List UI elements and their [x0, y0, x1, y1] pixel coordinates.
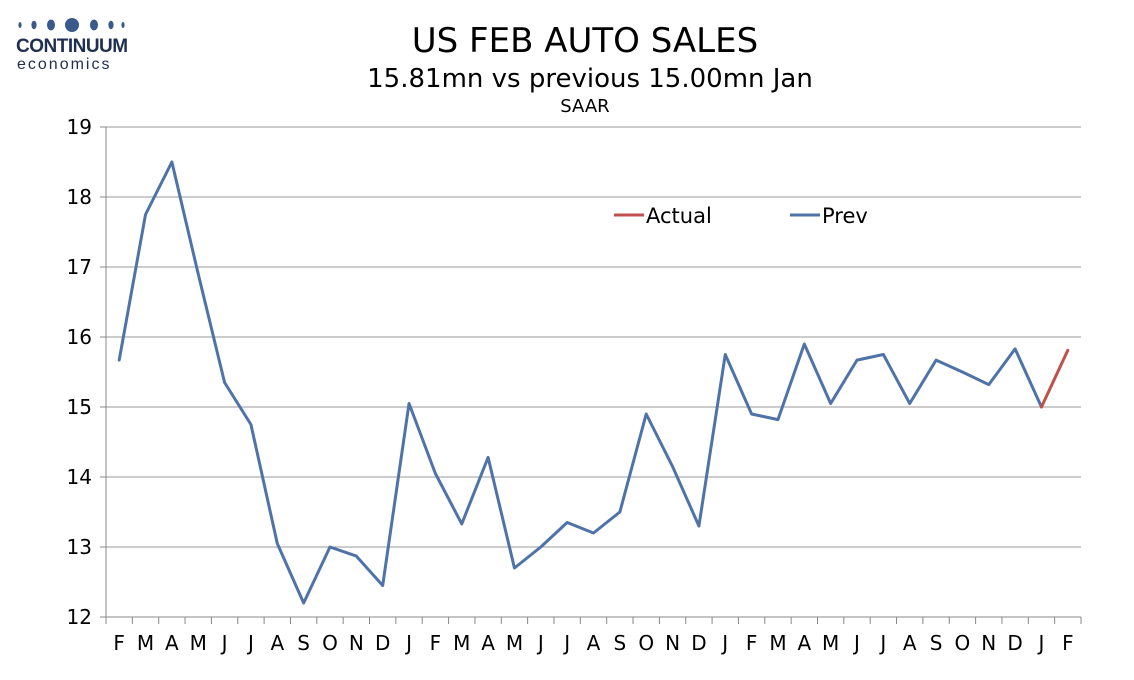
y-tick-label: 12: [67, 605, 92, 629]
x-tick-label: O: [955, 631, 971, 655]
x-tick-label: N: [665, 631, 680, 655]
legend: Actual Prev: [614, 204, 868, 228]
x-tick-label: S: [613, 631, 626, 655]
x-tick-label: A: [797, 631, 811, 655]
x-tick-label: M: [769, 631, 786, 655]
x-tick-label: M: [506, 631, 523, 655]
series-lines: [117, 160, 1070, 605]
x-tick-label: A: [165, 631, 179, 655]
y-tick-label: 16: [67, 325, 92, 349]
y-tick-label: 17: [67, 255, 92, 279]
logo-dots-icon: [18, 18, 125, 32]
x-tick-label: J: [878, 631, 886, 655]
continuum-economics-logo: CONTINUUM economics: [14, 14, 134, 76]
x-tick-label: M: [453, 631, 470, 655]
x-tick-label: F: [430, 631, 442, 655]
logo-subtitle: economics: [17, 56, 112, 73]
x-tick-label: J: [562, 631, 570, 655]
x-tick-label: J: [1037, 631, 1045, 655]
x-tick-label: F: [113, 631, 125, 655]
legend-label-prev: Prev: [822, 204, 868, 228]
y-tick-label: 15: [67, 395, 92, 419]
x-tick-label: A: [587, 631, 601, 655]
x-tick-label: F: [1062, 631, 1074, 655]
x-tick-label: F: [746, 631, 758, 655]
y-tick-label: 13: [67, 535, 92, 559]
y-tick-label: 19: [67, 115, 92, 139]
x-tick-label: N: [981, 631, 996, 655]
x-tick-label: J: [720, 631, 728, 655]
x-tick-label: D: [375, 631, 390, 655]
y-axis-ticks: 12 13 14 15 16 17 18 19: [67, 115, 106, 629]
y-tick-label: 18: [67, 185, 92, 209]
chart-subtitle-saar: SAAR: [560, 96, 609, 117]
x-tick-label: J: [220, 631, 228, 655]
x-tick-label: A: [270, 631, 284, 655]
legend-label-actual: Actual: [646, 204, 712, 228]
x-tick-label: N: [349, 631, 364, 655]
gridlines: [106, 126, 1081, 548]
x-tick-label: D: [1007, 631, 1022, 655]
chart-subtitle: 15.81mn vs previous 15.00mn Jan: [367, 64, 813, 94]
x-tick-label: A: [481, 631, 495, 655]
y-tick-label: 14: [67, 465, 92, 489]
logo-wordmark: CONTINUUM: [16, 36, 128, 57]
x-tick-label: J: [536, 631, 544, 655]
x-tick-label: J: [404, 631, 412, 655]
x-tick-label: O: [638, 631, 654, 655]
x-tick-label: M: [137, 631, 154, 655]
x-tick-label: O: [322, 631, 338, 655]
axes: [105, 127, 1081, 618]
x-tick-label: D: [691, 631, 706, 655]
series-line-prev: [117, 160, 1043, 605]
chart-title: US FEB AUTO SALES: [412, 21, 758, 61]
x-tick-label: M: [190, 631, 207, 655]
x-tick-label: A: [903, 631, 917, 655]
series-line-actual: [1039, 348, 1070, 409]
x-tick-label: J: [852, 631, 860, 655]
x-tick-label: J: [246, 631, 254, 655]
x-tick-label: S: [930, 631, 943, 655]
x-tick-label: S: [297, 631, 310, 655]
x-tick-label: M: [822, 631, 839, 655]
